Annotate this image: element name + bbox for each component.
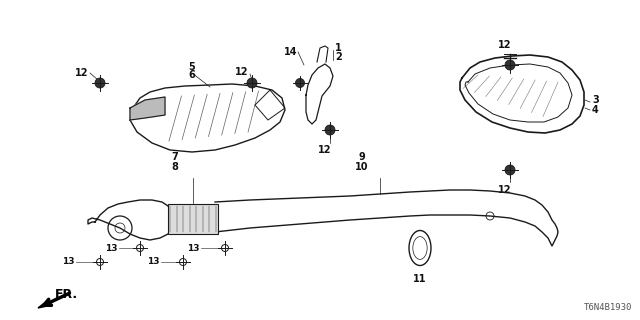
Text: 12: 12 [234,67,248,77]
Polygon shape [38,300,52,308]
Polygon shape [130,97,165,120]
Text: 13: 13 [147,258,160,267]
Text: 4: 4 [592,105,599,115]
Text: T6N4B1930: T6N4B1930 [584,303,632,312]
Bar [168,204,218,234]
Text: 12: 12 [499,185,512,195]
Text: FR.: FR. [55,289,78,301]
Text: 8: 8 [172,162,179,172]
Circle shape [95,78,105,88]
Circle shape [505,165,515,175]
Text: 7: 7 [172,152,179,162]
Circle shape [296,78,305,87]
Text: 2: 2 [335,52,342,62]
Text: 12: 12 [74,68,88,78]
Text: 3: 3 [592,95,599,105]
Text: 5: 5 [189,62,195,72]
Text: 14: 14 [284,47,297,57]
Text: 12: 12 [318,145,332,155]
Text: 6: 6 [189,70,195,80]
Circle shape [325,125,335,135]
Circle shape [505,60,515,70]
Text: 9: 9 [358,152,365,162]
Text: 13: 13 [106,244,118,252]
Text: 1: 1 [335,43,342,53]
Text: 10: 10 [355,162,369,172]
Text: 13: 13 [188,244,200,252]
Text: 12: 12 [499,40,512,50]
Text: 11: 11 [413,274,427,284]
Circle shape [247,78,257,88]
Text: 13: 13 [63,258,75,267]
